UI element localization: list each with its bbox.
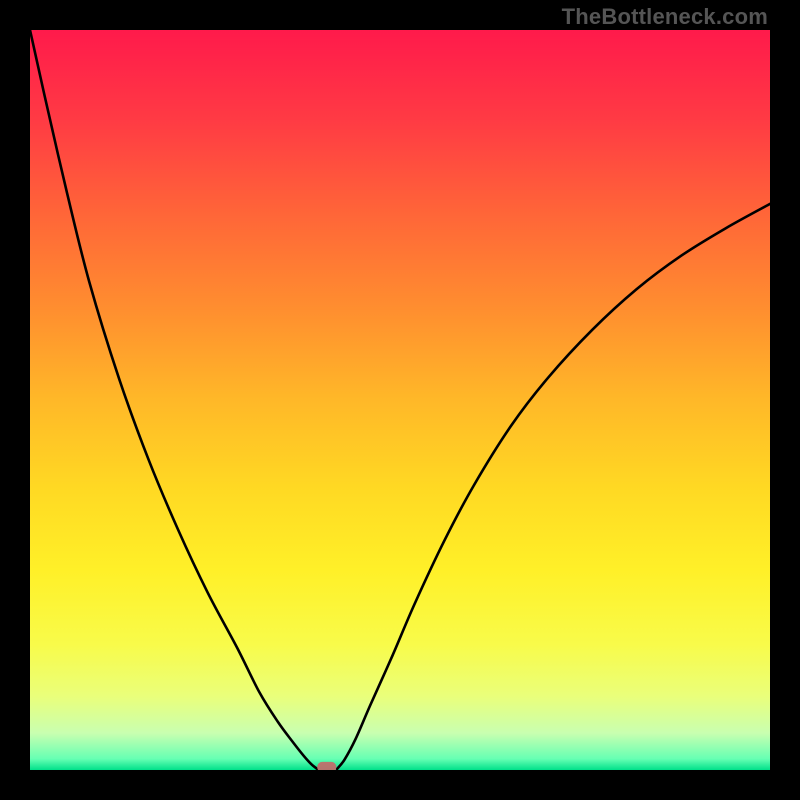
plot-area (30, 30, 770, 770)
minimum-marker (317, 762, 336, 770)
chart-container: { "watermark": { "text": "TheBottleneck.… (0, 0, 800, 800)
watermark-text: TheBottleneck.com (562, 4, 768, 30)
bottleneck-curve (30, 30, 770, 770)
